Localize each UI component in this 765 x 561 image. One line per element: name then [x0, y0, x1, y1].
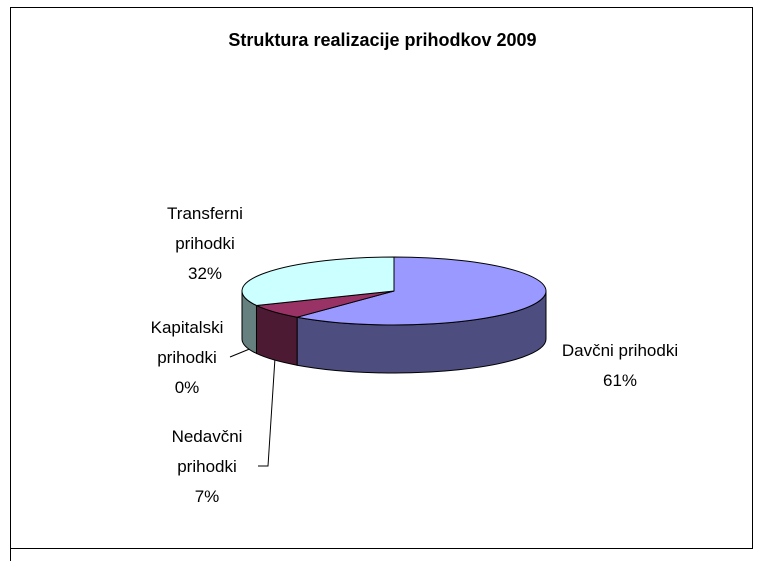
data-label-value: 32% [187, 264, 223, 283]
slice [241, 256, 395, 306]
data-label-name: Davčni prihodki [561, 341, 679, 360]
data-label-name: Kapitalski prihodki [150, 318, 224, 367]
leader-line [258, 357, 276, 467]
data-label-value: 0% [174, 378, 200, 397]
data-label-value: 61% [602, 371, 638, 390]
chart-frame [10, 7, 753, 549]
data-label-value: 7% [194, 487, 220, 506]
leader-line [229, 347, 253, 358]
data-label-name: Transferni prihodki [167, 204, 243, 253]
data-label-name: Nedavčni prihodki [171, 427, 243, 476]
chart-title: Struktura realizacije prihodkov 2009 [228, 30, 537, 50]
slice [296, 256, 547, 326]
